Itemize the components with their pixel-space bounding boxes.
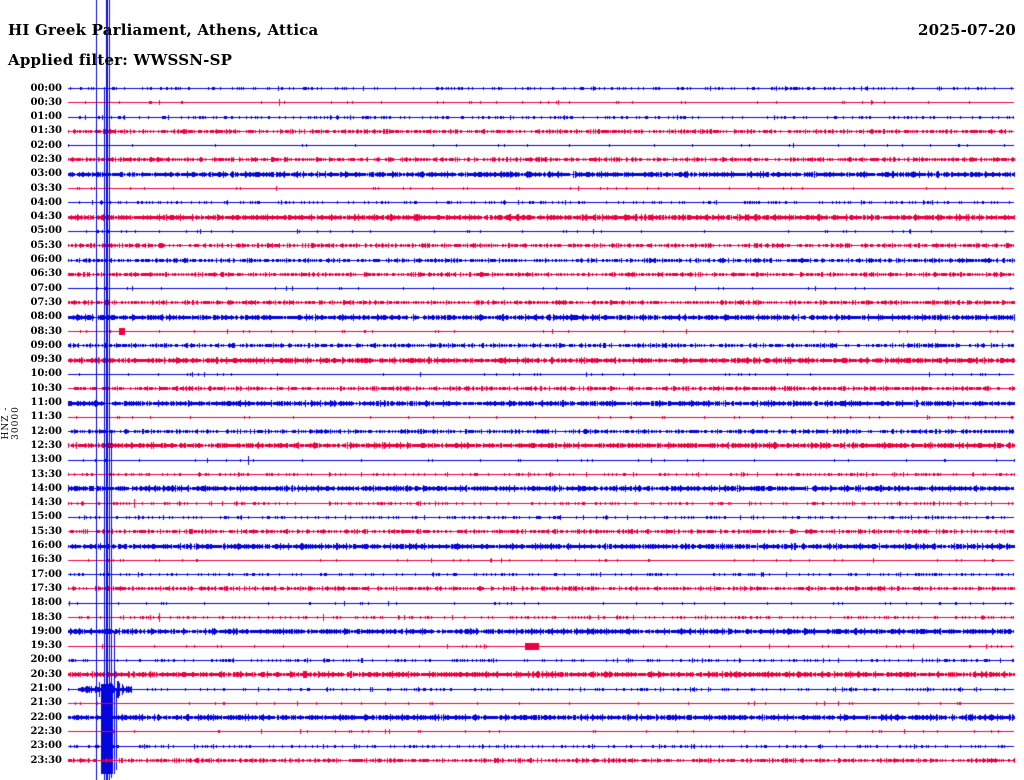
applied-filter-label: Applied filter: WWSSN-SP xyxy=(8,51,233,69)
time-label: 14:00 xyxy=(30,482,62,494)
time-label: 15:00 xyxy=(30,511,62,523)
time-label: 15:30 xyxy=(30,525,62,537)
station-title: HI Greek Parliament, Athens, Attica xyxy=(8,21,319,39)
time-label: 18:30 xyxy=(30,611,62,623)
time-label: 21:00 xyxy=(30,683,62,695)
time-label: 13:30 xyxy=(30,468,62,480)
time-label: 09:30 xyxy=(30,354,62,366)
time-label: 02:00 xyxy=(30,139,62,151)
time-label: 04:00 xyxy=(30,196,62,208)
time-label: 17:00 xyxy=(30,568,62,580)
time-label: 00:30 xyxy=(30,96,62,108)
time-label: 07:00 xyxy=(30,282,62,294)
time-label: 09:00 xyxy=(30,339,62,351)
time-label: 22:00 xyxy=(30,711,62,723)
time-label: 19:00 xyxy=(30,625,62,637)
time-label: 03:00 xyxy=(30,168,62,180)
time-label: 07:30 xyxy=(30,296,62,308)
time-label: 10:30 xyxy=(30,382,62,394)
time-label: 01:30 xyxy=(30,125,62,137)
time-label: 05:30 xyxy=(30,239,62,251)
time-label: 04:30 xyxy=(30,211,62,223)
time-label: 11:30 xyxy=(30,411,62,423)
time-label: 16:00 xyxy=(30,540,62,552)
time-label: 21:30 xyxy=(30,697,62,709)
time-label: 02:30 xyxy=(30,153,62,165)
time-label: 05:00 xyxy=(30,225,62,237)
time-label: 06:00 xyxy=(30,254,62,266)
channel-scale-label: HNZ - 30000 xyxy=(1,406,21,440)
time-label: 06:30 xyxy=(30,268,62,280)
time-label: 01:00 xyxy=(30,111,62,123)
time-label: 17:30 xyxy=(30,582,62,594)
time-label: 19:30 xyxy=(30,640,62,652)
time-label: 12:00 xyxy=(30,425,62,437)
time-label: 03:30 xyxy=(30,182,62,194)
time-label: 22:30 xyxy=(30,725,62,737)
time-label: 20:00 xyxy=(30,654,62,666)
time-label: 12:30 xyxy=(30,439,62,451)
time-label: 23:00 xyxy=(30,740,62,752)
time-label: 00:00 xyxy=(30,82,62,94)
time-label: 13:00 xyxy=(30,454,62,466)
time-label: 14:30 xyxy=(30,497,62,509)
time-label: 08:30 xyxy=(30,325,62,337)
time-label: 10:00 xyxy=(30,368,62,380)
time-label: 11:00 xyxy=(30,397,62,409)
time-label: 23:30 xyxy=(30,754,62,766)
time-label: 16:30 xyxy=(30,554,62,566)
time-label: 20:30 xyxy=(30,668,62,680)
time-label: 18:00 xyxy=(30,597,62,609)
date-label: 2025-07-20 xyxy=(918,21,1016,39)
time-label: 08:00 xyxy=(30,311,62,323)
